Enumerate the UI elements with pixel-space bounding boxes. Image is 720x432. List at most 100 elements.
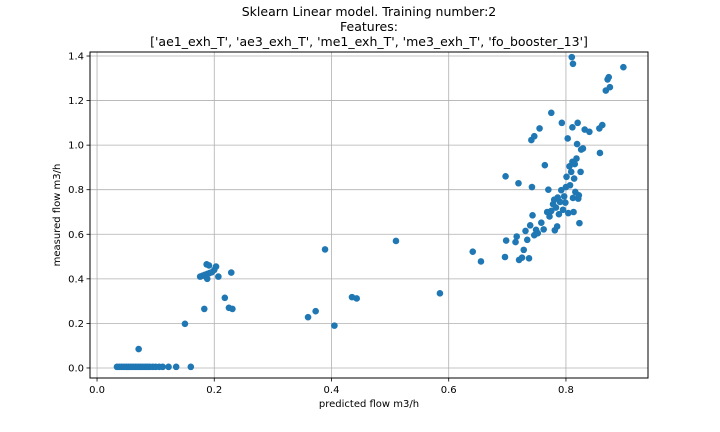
y-tick-label: 0.6 bbox=[68, 230, 84, 241]
data-point bbox=[620, 63, 627, 71]
data-point bbox=[172, 363, 180, 371]
data-point bbox=[212, 263, 220, 270]
data-point bbox=[562, 199, 569, 206]
data-point bbox=[569, 194, 577, 202]
data-point bbox=[552, 204, 560, 211]
data-point bbox=[522, 227, 529, 235]
data-point bbox=[200, 305, 208, 313]
data-point bbox=[165, 363, 172, 371]
y-tick-label: 0.2 bbox=[68, 319, 84, 330]
data-point bbox=[312, 307, 319, 315]
x-tick-label: 0.4 bbox=[324, 385, 340, 396]
data-point bbox=[513, 233, 521, 240]
data-point bbox=[573, 140, 581, 148]
data-point bbox=[598, 121, 606, 129]
data-point bbox=[331, 322, 338, 329]
data-point bbox=[575, 191, 583, 199]
data-points bbox=[113, 53, 627, 371]
data-point bbox=[469, 248, 477, 255]
data-point bbox=[515, 179, 522, 187]
data-point bbox=[502, 237, 510, 244]
data-point bbox=[215, 273, 222, 280]
y-axis-ticks: 0.0 0.2 0.4 0.6 0.8 1.0 1.2 1.4 bbox=[68, 52, 90, 374]
data-point bbox=[181, 320, 189, 328]
data-point bbox=[392, 237, 400, 245]
data-point bbox=[501, 253, 509, 261]
data-point bbox=[534, 229, 542, 237]
data-point bbox=[573, 155, 580, 162]
data-point bbox=[523, 236, 531, 244]
chart-title: Sklearn Linear model. Training number:2 bbox=[242, 4, 497, 19]
data-point bbox=[229, 305, 236, 313]
data-point bbox=[574, 119, 581, 127]
data-point bbox=[564, 135, 571, 142]
data-point bbox=[569, 124, 576, 131]
plot-area-frame bbox=[89, 51, 649, 379]
data-point bbox=[512, 238, 519, 246]
data-point bbox=[563, 173, 570, 181]
data-point bbox=[205, 262, 213, 269]
y-tick-label: 0.4 bbox=[68, 274, 84, 285]
y-tick-label: 1.2 bbox=[68, 96, 84, 107]
data-point bbox=[304, 313, 312, 321]
data-point bbox=[546, 213, 553, 220]
data-point bbox=[579, 145, 587, 152]
data-point bbox=[558, 119, 566, 127]
data-point bbox=[221, 294, 229, 302]
data-point bbox=[536, 125, 543, 132]
y-tick-label: 0.8 bbox=[68, 185, 84, 196]
data-point bbox=[555, 210, 563, 218]
x-axis-ticks: 0.0 0.2 0.4 0.6 0.8 bbox=[89, 378, 574, 396]
data-point bbox=[586, 128, 593, 136]
x-tick-label: 0.8 bbox=[558, 385, 574, 396]
x-axis-label: predicted flow m3/h bbox=[319, 399, 419, 410]
x-tick-label: 0.6 bbox=[441, 385, 457, 396]
data-point bbox=[596, 149, 604, 157]
data-point bbox=[477, 258, 485, 265]
data-point bbox=[203, 275, 211, 283]
data-point bbox=[560, 193, 568, 200]
data-point bbox=[553, 223, 561, 230]
data-point bbox=[520, 246, 528, 254]
data-point bbox=[353, 295, 360, 302]
data-point bbox=[571, 160, 579, 168]
y-tick-label: 1.0 bbox=[68, 141, 84, 152]
data-point bbox=[135, 345, 142, 353]
data-point bbox=[547, 109, 555, 117]
data-point bbox=[525, 255, 533, 262]
data-point bbox=[436, 290, 444, 297]
data-point bbox=[187, 363, 195, 371]
data-point bbox=[502, 173, 509, 180]
data-point bbox=[559, 206, 567, 214]
data-point bbox=[159, 363, 166, 371]
y-axis-label: measured flow m3/h bbox=[52, 164, 63, 267]
data-point bbox=[577, 168, 584, 176]
data-point bbox=[540, 226, 547, 233]
data-point bbox=[606, 83, 614, 91]
data-point bbox=[576, 219, 583, 227]
data-point bbox=[570, 208, 577, 216]
x-tick-label: 0.0 bbox=[89, 385, 105, 396]
data-point bbox=[564, 209, 572, 217]
data-point bbox=[227, 269, 235, 276]
y-tick-label: 0.0 bbox=[68, 363, 84, 374]
chart-subtitle-line-1: Features: bbox=[340, 19, 398, 34]
data-point bbox=[556, 198, 564, 206]
data-point bbox=[568, 53, 576, 61]
data-point bbox=[557, 186, 565, 194]
x-tick-label: 0.2 bbox=[206, 385, 222, 396]
data-point bbox=[545, 186, 552, 194]
data-point bbox=[518, 254, 526, 261]
data-point bbox=[526, 222, 534, 229]
data-point bbox=[566, 181, 574, 189]
data-point bbox=[529, 212, 536, 219]
data-point bbox=[569, 60, 577, 68]
data-point bbox=[570, 175, 578, 182]
chart-subtitle-line-2: ['ae1_exh_T', 'ae3_exh_T', 'me1_exh_T', … bbox=[150, 34, 588, 49]
data-point bbox=[538, 219, 545, 226]
y-tick-label: 1.4 bbox=[68, 52, 84, 63]
data-point bbox=[605, 73, 613, 81]
data-point bbox=[547, 207, 555, 215]
